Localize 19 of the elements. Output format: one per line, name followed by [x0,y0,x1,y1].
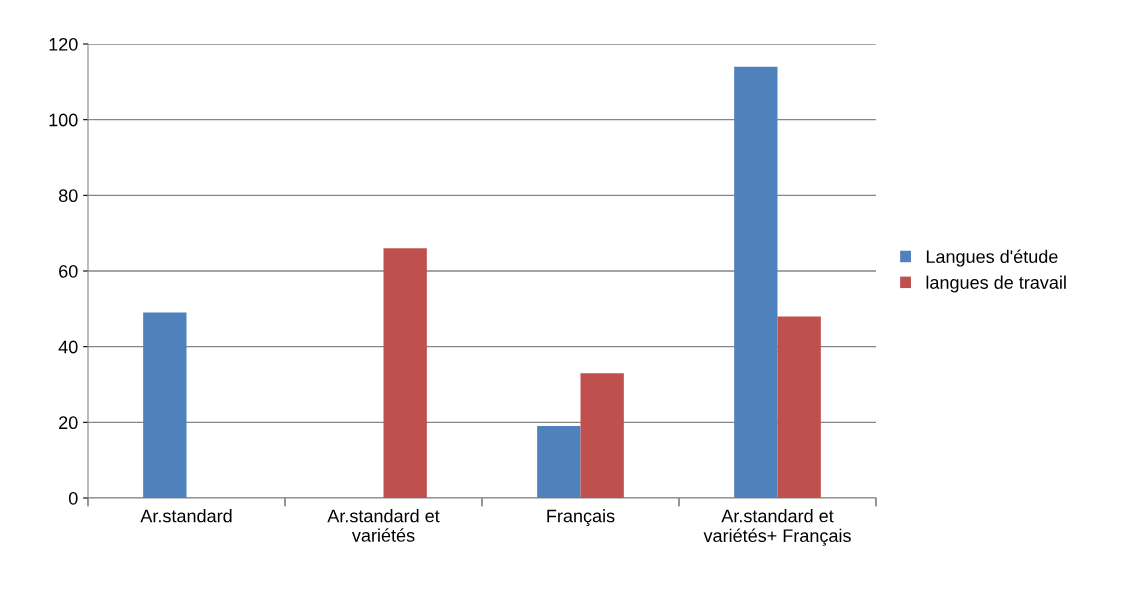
x-tick-label: Français [547,509,615,527]
y-tick-label: 120 [49,37,78,51]
y-tick-label: 100 [49,113,78,127]
y-tick-label: 80 [58,189,78,203]
x-tick-label: Ar.standard et variétés+ Français [703,509,851,546]
bar [143,312,187,498]
bar [777,316,821,498]
bar [734,66,778,498]
legend-label: langues de travail [926,275,1066,293]
x-tick-label: Ar.standard et variétés [327,509,440,542]
y-tick-label: 40 [58,340,78,354]
bar [580,373,624,498]
y-tick-label: 20 [59,416,78,430]
legend-label: Langues d'étude [926,249,1058,267]
bar [383,248,427,498]
y-tick-label: 0 [68,491,78,505]
bar [537,426,581,498]
x-tick-label: Ar.standard [140,509,232,523]
y-tick-label: 60 [59,264,78,278]
